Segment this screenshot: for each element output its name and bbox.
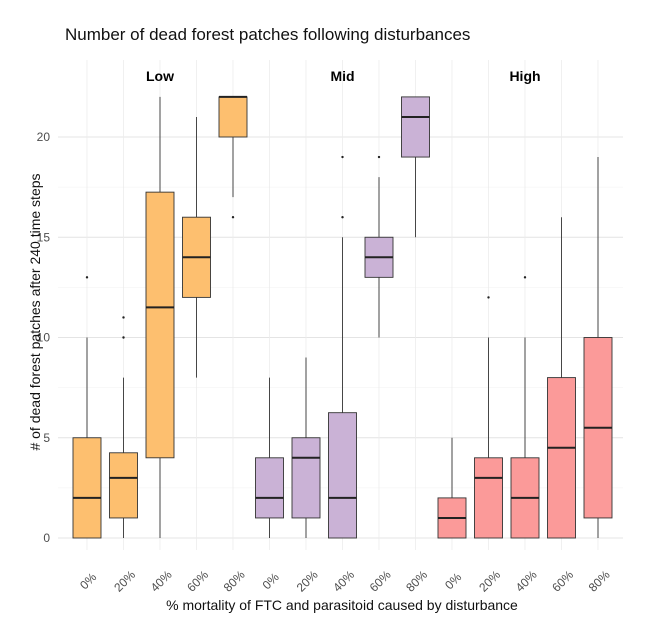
outlier-point <box>85 276 89 279</box>
outlier-point <box>122 316 125 319</box>
box-body <box>218 96 248 138</box>
y-tick-label: 15 <box>37 230 51 244</box>
x-tick-label: 60% <box>549 568 576 595</box>
x-axis-title: % mortality of FTC and parasitoid caused… <box>166 597 518 613</box>
box-high-40pct <box>510 276 540 539</box>
box-body <box>328 412 357 539</box>
y-tick-label: 5 <box>43 431 50 445</box>
x-tick-label: 40% <box>148 568 175 595</box>
box-high-80pct <box>583 157 613 538</box>
box-high-60pct <box>547 217 576 539</box>
box-mid-80pct <box>401 96 430 238</box>
box-body <box>291 437 321 519</box>
box-mid-60pct <box>364 155 394 338</box>
box-body <box>474 457 503 539</box>
y-tick-label: 10 <box>37 331 51 345</box>
box-low-0pct <box>72 276 102 539</box>
y-axis-ticks: 0 5 10 15 20 <box>37 130 51 545</box>
y-axis-title: # of dead forest patches after 240 time … <box>27 173 43 450</box>
outlier-point <box>377 155 381 159</box>
chart-title: Number of dead forest patches following … <box>65 25 470 44</box>
box-low-20pct <box>109 316 138 538</box>
box-body <box>72 437 102 539</box>
x-tick-label: 0% <box>442 570 464 592</box>
x-tick-label: 0% <box>77 570 99 592</box>
outlier-point <box>341 216 344 219</box>
outlier-point <box>487 296 490 299</box>
x-tick-label: 20% <box>111 568 138 595</box>
outlier-point <box>231 216 235 219</box>
box-mid-40pct <box>328 155 357 539</box>
boxplot-marks <box>72 95 613 539</box>
group-label-high: High <box>509 68 540 84</box>
box-body <box>255 457 284 519</box>
x-tick-label: 60% <box>367 568 394 595</box>
x-tick-label: 0% <box>260 570 282 592</box>
group-label-low: Low <box>146 68 174 84</box>
x-tick-label: 80% <box>221 568 248 595</box>
y-tick-label: 20 <box>37 130 51 144</box>
x-tick-label: 40% <box>513 568 540 595</box>
box-high-20pct <box>474 296 503 539</box>
box-body <box>401 96 430 158</box>
box-body <box>145 191 175 459</box>
box-high-0pct <box>437 437 467 539</box>
box-mid-20pct <box>291 357 321 538</box>
group-labels: Low Mid High <box>146 68 541 84</box>
box-low-80pct <box>218 95 248 219</box>
box-mid-0pct <box>255 377 284 538</box>
outlier-point <box>341 155 344 159</box>
outlier-point <box>122 336 125 339</box>
x-axis-ticks: 0% 20% 40% 60% 80% 0% 20% 40% 60% 80% 0% 20% 40% 60% 8… <box>77 568 613 595</box>
x-tick-label: 80% <box>586 568 613 595</box>
outlier-point <box>523 276 527 279</box>
box-body <box>109 452 138 519</box>
box-low-40pct <box>145 96 175 538</box>
x-tick-label: 20% <box>294 568 321 595</box>
y-tick-label: 0 <box>43 531 50 545</box>
x-tick-label: 40% <box>330 568 357 595</box>
group-label-mid: Mid <box>330 68 354 84</box>
box-low-60pct <box>182 116 211 378</box>
x-tick-label: 60% <box>184 568 211 595</box>
box-body <box>547 377 576 539</box>
x-tick-label: 20% <box>476 568 503 595</box>
x-tick-label: 80% <box>403 568 430 595</box>
